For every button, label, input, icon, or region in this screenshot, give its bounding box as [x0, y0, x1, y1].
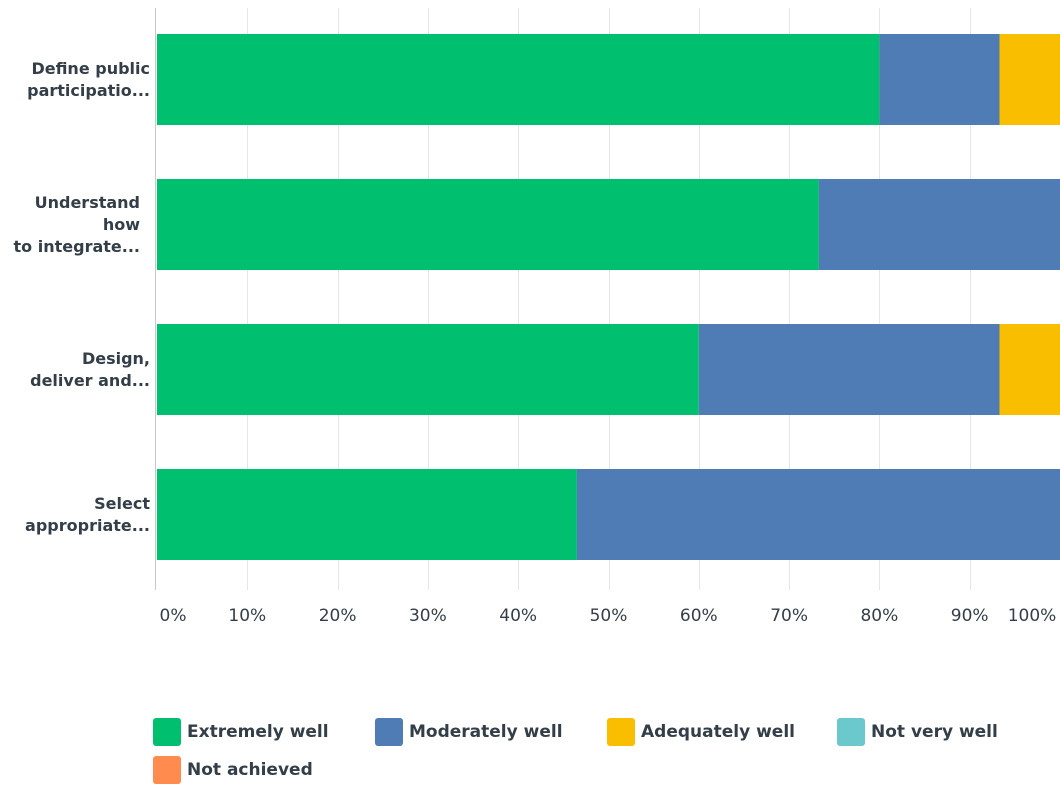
bar-segment[interactable] [157, 324, 699, 415]
category-label-line: Define public [31, 58, 150, 78]
legend-swatch [607, 718, 635, 746]
legend-swatch [375, 718, 403, 746]
legend-item[interactable]: Moderately well [375, 718, 563, 746]
x-tick-label: 80% [860, 606, 899, 626]
legend-swatch [153, 718, 181, 746]
category-label-line: Select [94, 493, 150, 513]
category-label-line: Design, [81, 348, 150, 368]
category-label-line: appropriate... [25, 515, 150, 535]
legend-item[interactable]: Extremely well [153, 718, 329, 746]
x-tick-label: 100% [1007, 606, 1057, 626]
category-label-line: Understand [34, 192, 140, 212]
legend-item[interactable]: Not achieved [153, 756, 313, 784]
category-label: Define public participatio... [0, 58, 150, 102]
category-label: Select appropriate... [0, 493, 150, 537]
x-tick-label: 50% [589, 606, 628, 626]
bar-segment[interactable] [999, 324, 1060, 415]
legend-swatch [153, 756, 181, 784]
x-tick-label: 70% [770, 606, 808, 626]
bar-segment[interactable] [576, 469, 1060, 560]
category-label: Design, deliver and... [0, 348, 150, 392]
x-tick-label: 40% [499, 606, 538, 626]
bar-segment[interactable] [157, 469, 577, 560]
category-label-line: how [102, 214, 140, 234]
legend-swatch [837, 718, 865, 746]
bar-segment[interactable] [157, 34, 880, 125]
bar-segment[interactable] [698, 324, 1000, 415]
legend-label: Adequately well [641, 722, 795, 742]
category-label: Understand how to integrate... [0, 192, 140, 258]
bar-segment[interactable] [879, 34, 1000, 125]
x-tick-label: 0% [159, 606, 187, 626]
bar-segment[interactable] [157, 179, 819, 270]
legend-label: Extremely well [187, 722, 329, 742]
legend-label: Moderately well [409, 722, 563, 742]
category-label-line: deliver and... [30, 370, 150, 390]
legend-item[interactable]: Adequately well [607, 718, 795, 746]
x-tick-label: 30% [408, 606, 447, 626]
x-tick-label: 20% [318, 606, 357, 626]
x-tick-label: 90% [950, 606, 989, 626]
legend-label: Not achieved [187, 760, 313, 780]
legend-label: Not very well [871, 722, 998, 742]
legend-item[interactable]: Not very well [837, 718, 998, 746]
x-tick-label: 60% [679, 606, 718, 626]
x-tick-label: 10% [228, 606, 267, 626]
bar-segment[interactable] [999, 34, 1060, 125]
category-label-line: participatio... [27, 80, 150, 100]
bar-segment[interactable] [818, 179, 1060, 270]
category-label-line: to integrate... [13, 236, 140, 256]
